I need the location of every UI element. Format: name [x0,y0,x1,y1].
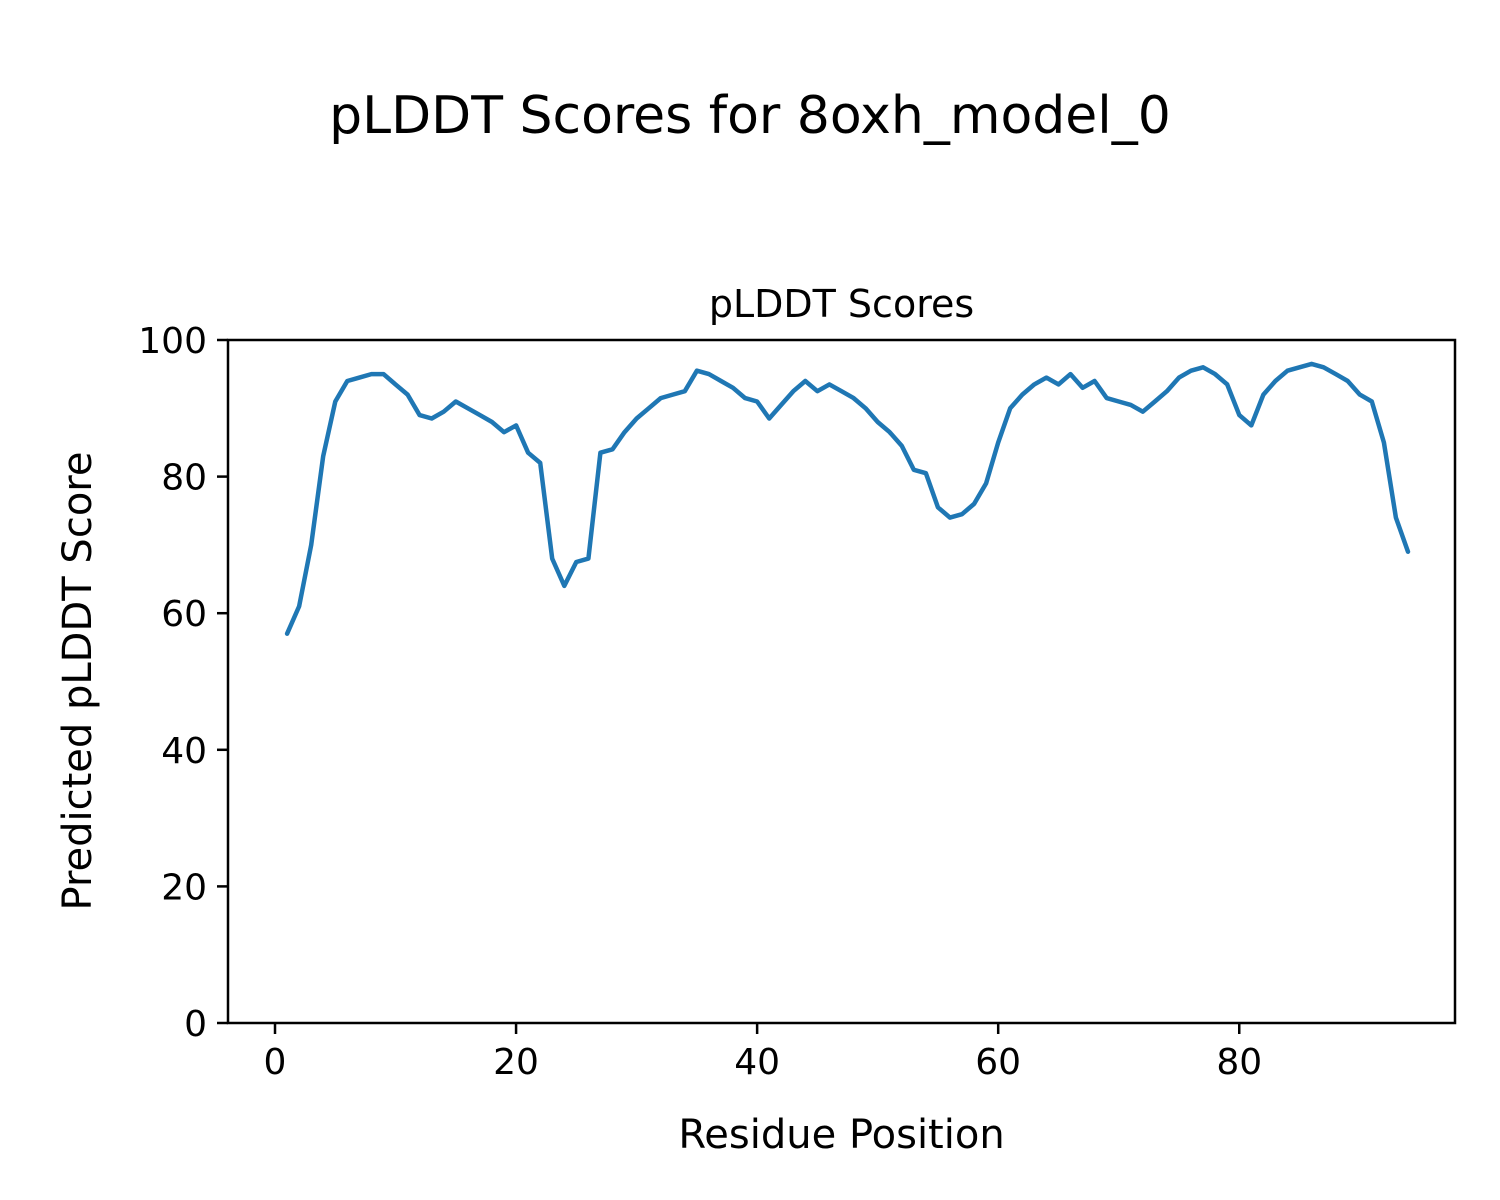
axes-title: pLDDT Scores [708,282,975,326]
x-tick-label: 40 [734,1042,780,1083]
plot-area-border [226,338,1457,1025]
y-tick-label: 100 [138,321,207,362]
y-tick-label: 60 [161,594,207,635]
x-tick-label: 80 [1216,1042,1262,1083]
x-tick-label: 0 [264,1042,287,1083]
figure-title: pLDDT Scores for 8oxh_model_0 [329,86,1171,146]
y-tick-label: 80 [161,458,207,499]
x-tick-label: 20 [493,1042,539,1083]
y-tick-label: 0 [184,1004,207,1045]
y-tick-label: 40 [161,731,207,772]
x-tick-label: 60 [975,1042,1021,1083]
plddt-line-series [284,361,1411,636]
x-axis-label: Residue Position [678,1112,1005,1158]
y-tick-label: 20 [161,867,207,908]
